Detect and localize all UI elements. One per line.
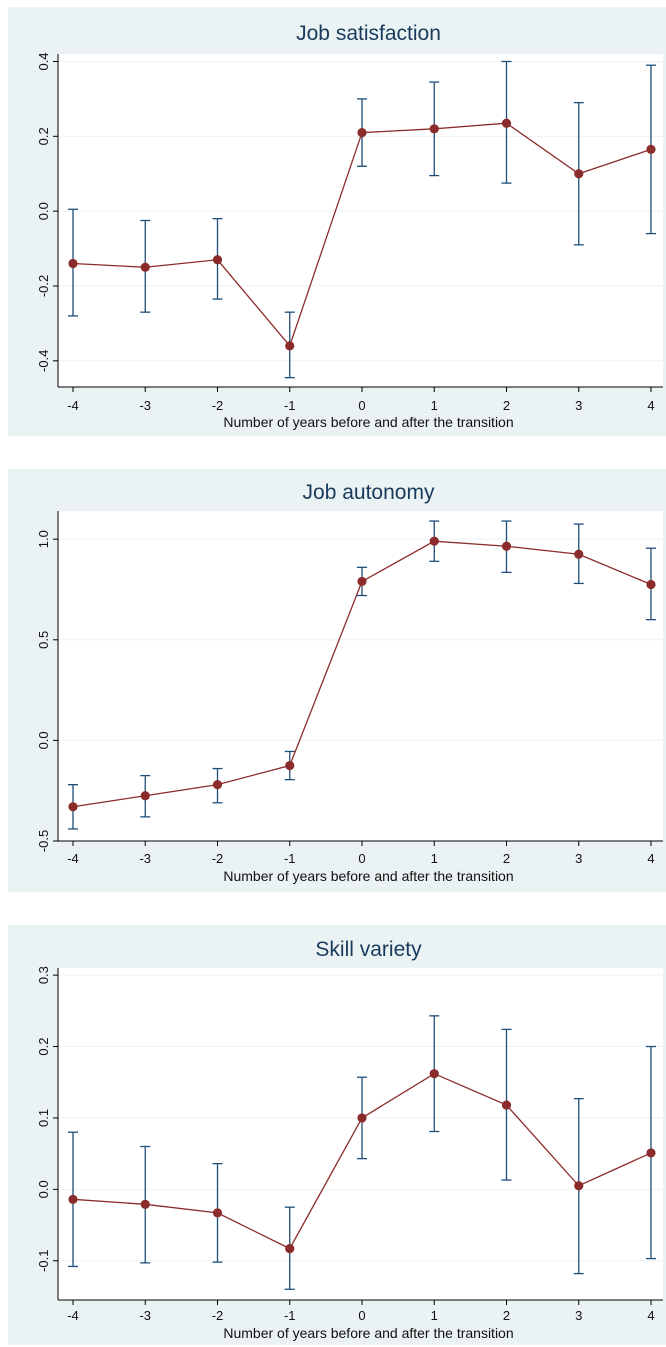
x-tick-label: -1: [284, 398, 296, 413]
chart-title: Skill variety: [315, 938, 422, 961]
chart-title: Job satisfaction: [296, 22, 441, 45]
x-tick-label: -2: [212, 398, 224, 413]
x-tick-label: 3: [575, 398, 582, 413]
y-tick-label: -0.5: [36, 830, 51, 852]
data-point: [285, 341, 295, 351]
data-point: [212, 255, 223, 265]
data-point: [140, 262, 150, 272]
data-point: [68, 258, 78, 269]
data-point: [140, 1199, 150, 1209]
x-tick-label: 4: [647, 1308, 654, 1323]
x-tick-label: 2: [503, 851, 510, 866]
data-point: [501, 541, 512, 551]
x-tick-label: -4: [67, 1308, 79, 1323]
y-tick-label: 0.3: [36, 966, 51, 984]
x-tick-label: -4: [67, 398, 79, 413]
y-tick-label: 0.5: [36, 631, 51, 649]
y-tick-label: -0.2: [36, 275, 51, 297]
x-tick-label: 0: [358, 1308, 365, 1323]
x-tick-label: 4: [647, 398, 654, 413]
data-point: [357, 127, 367, 138]
y-tick-label: 0.2: [36, 1037, 51, 1055]
chart-panel-skill-variety: -0.1 0.0 0.1 0.2 0.3 -4 -3 -2 -1 0 1 2 3 4 Skill varie…: [8, 925, 666, 1345]
y-tick-label: 0.0: [36, 202, 51, 220]
data-point: [646, 144, 656, 155]
plot-area: [58, 54, 663, 387]
x-tick-label: 3: [575, 851, 582, 866]
chart-title: Job autonomy: [303, 481, 435, 504]
y-tick-label: 0.2: [36, 127, 51, 145]
data-point: [574, 1181, 584, 1191]
data-point: [285, 760, 295, 771]
data-point: [429, 1069, 439, 1079]
data-point: [501, 118, 512, 128]
data-point: [68, 802, 78, 812]
data-point: [285, 1243, 295, 1254]
x-tick-label: 1: [431, 1308, 438, 1323]
data-point: [646, 1148, 656, 1158]
plot-area: [58, 511, 663, 841]
y-tick-label: 0.0: [36, 1180, 51, 1198]
data-point: [140, 791, 150, 801]
y-tick-label: -0.4: [36, 350, 51, 372]
x-tick-label: -3: [139, 1308, 151, 1323]
y-tick-label: 0.4: [36, 52, 51, 70]
x-tick-label: 4: [647, 851, 654, 866]
data-point: [212, 1208, 223, 1218]
data-point: [646, 579, 656, 590]
data-point: [429, 124, 439, 134]
y-tick-label: 1.0: [36, 530, 51, 548]
x-axis-label: Number of years before and after the tra…: [223, 1325, 513, 1341]
x-tick-label: 2: [503, 398, 510, 413]
x-tick-label: 0: [358, 398, 365, 413]
x-tick-label: -2: [212, 1308, 224, 1323]
data-point: [212, 780, 223, 790]
data-point: [68, 1194, 78, 1204]
x-tick-label: -4: [67, 851, 79, 866]
x-tick-label: 2: [503, 1308, 510, 1323]
x-tick-label: 0: [358, 851, 365, 866]
x-tick-label: 1: [431, 851, 438, 866]
data-point: [357, 576, 367, 587]
chart-panel-job-autonomy: -0.5 0.0 0.5 1.0 -4 -3 -2 -1 0 1 2 3 4 Job autonomy Nu…: [8, 469, 666, 892]
data-point: [429, 536, 439, 546]
x-axis-label: Number of years before and after the tra…: [223, 868, 513, 884]
y-tick-label: -0.1: [36, 1250, 51, 1272]
x-tick-label: 3: [575, 1308, 582, 1323]
x-tick-label: -3: [139, 398, 151, 413]
chart-panel-job-satisfaction: -0.4 -0.2 0.0 0.2 0.4 -4 -3 -2 -1 0 1 2 3 4 Job satisf…: [8, 7, 666, 436]
x-tick-label: -1: [284, 1308, 296, 1323]
y-tick-label: 0.0: [36, 731, 51, 749]
data-point: [501, 1100, 512, 1110]
chart-skill-variety: -0.1 0.0 0.1 0.2 0.3 -4 -3 -2 -1 0 1 2 3 4 Skill varie…: [36, 938, 663, 1341]
y-tick-label: 0.1: [36, 1109, 51, 1127]
data-point: [357, 1113, 367, 1123]
chart-job-autonomy: -0.5 0.0 0.5 1.0 -4 -3 -2 -1 0 1 2 3 4 Job autonomy Nu…: [36, 481, 663, 884]
x-tick-label: -1: [284, 851, 296, 866]
data-point: [574, 169, 584, 179]
x-axis-label: Number of years before and after the tra…: [223, 414, 513, 430]
data-point: [574, 549, 584, 559]
plot-area: [58, 968, 663, 1300]
x-tick-label: -3: [139, 851, 151, 866]
x-tick-label: 1: [431, 398, 438, 413]
chart-job-satisfaction: -0.4 -0.2 0.0 0.2 0.4 -4 -3 -2 -1 0 1 2 3 4 Job satisf…: [36, 22, 663, 430]
x-tick-label: -2: [212, 851, 224, 866]
